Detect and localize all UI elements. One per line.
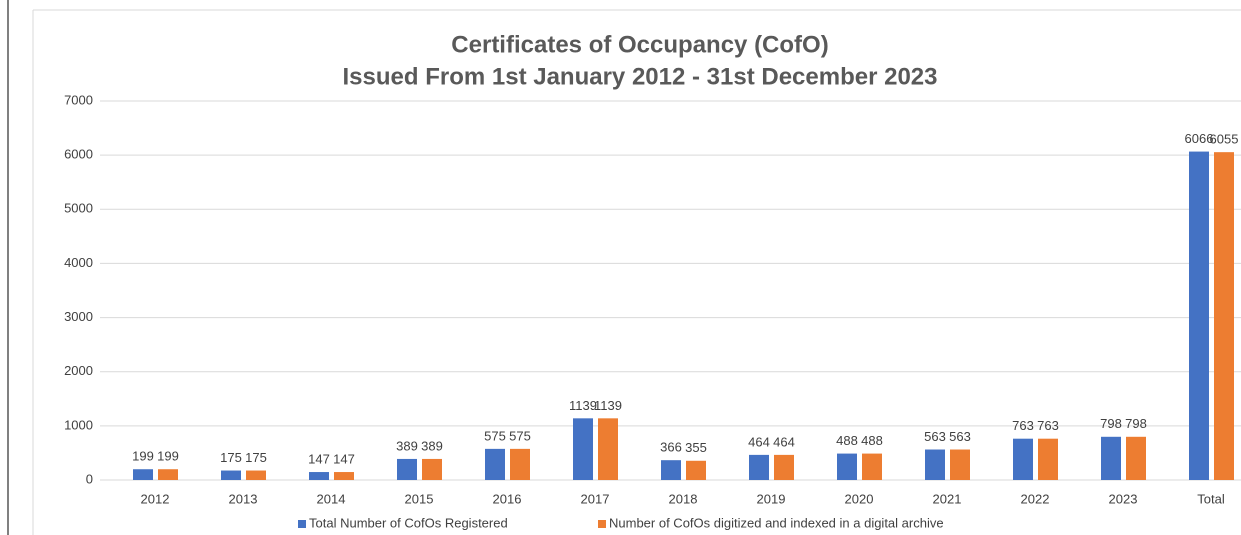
chart-title: Issued From 1st January 2012 - 31st Dece…: [343, 63, 938, 90]
bar: [1101, 436, 1121, 480]
y-tick-label: 1000: [64, 417, 93, 432]
bar: [485, 448, 505, 480]
data-label: 763: [1012, 418, 1034, 433]
legend-swatch: [298, 520, 306, 528]
bar: [686, 460, 706, 480]
bar: [774, 454, 794, 480]
bar: [1126, 436, 1146, 480]
bar: [510, 448, 530, 480]
x-tick-label: 2018: [669, 491, 698, 506]
x-tick-label: 2022: [1021, 491, 1050, 506]
data-label: 199: [132, 449, 154, 464]
x-tick-label: 2017: [581, 491, 610, 506]
data-label: 366: [660, 440, 682, 455]
data-label: 1139: [569, 398, 597, 413]
bar: [158, 469, 178, 480]
data-label: 563: [924, 429, 946, 444]
y-tick-label: 2000: [64, 363, 93, 378]
y-tick-label: 6000: [64, 147, 93, 162]
legend-label: Total Number of CofOs Registered: [309, 515, 508, 530]
bar: [598, 418, 618, 480]
y-tick-label: 4000: [64, 255, 93, 270]
x-tick-label: 2014: [317, 491, 346, 506]
data-label: 575: [509, 428, 531, 443]
data-label: 798: [1125, 416, 1147, 431]
legend-label: Number of CofOs digitized and indexed in…: [609, 515, 944, 530]
x-tick-label: 2015: [405, 491, 434, 506]
bar: [334, 472, 354, 480]
bar: [133, 469, 153, 480]
y-tick-label: 3000: [64, 309, 93, 324]
data-label: 6055: [1210, 132, 1239, 147]
data-label: 175: [245, 450, 267, 465]
x-tick-label: 2023: [1109, 491, 1138, 506]
bar: [422, 458, 442, 480]
bar: [749, 454, 769, 480]
bar: [246, 470, 266, 480]
bar: [573, 418, 593, 480]
data-label: 389: [421, 438, 443, 453]
x-tick-label: 2012: [141, 491, 170, 506]
bar: [397, 458, 417, 480]
data-label: 798: [1100, 416, 1122, 431]
bar: [837, 453, 857, 480]
data-label: 488: [836, 433, 858, 448]
bar: [1013, 438, 1033, 480]
data-label: 199: [157, 449, 179, 464]
bar: [862, 453, 882, 480]
y-tick-label: 5000: [64, 201, 93, 216]
x-tick-label: 2020: [845, 491, 874, 506]
x-tick-label: 2016: [493, 491, 522, 506]
data-label: 488: [861, 433, 883, 448]
x-tick-label: 2021: [933, 491, 962, 506]
y-tick-label: 0: [86, 471, 93, 486]
bar: [1038, 438, 1058, 480]
data-label: 147: [308, 451, 330, 466]
data-label: 6066: [1185, 131, 1214, 146]
data-label: 389: [396, 438, 418, 453]
data-label: 175: [220, 450, 242, 465]
bar: [950, 449, 970, 480]
legend-swatch: [598, 520, 606, 528]
data-label: 464: [748, 434, 770, 449]
data-label: 147: [333, 451, 355, 466]
bar: [1214, 152, 1234, 481]
x-tick-label: 2013: [229, 491, 258, 506]
data-label: 575: [484, 428, 506, 443]
x-tick-label: 2019: [757, 491, 786, 506]
bar: [309, 472, 329, 480]
data-label: 355: [685, 440, 707, 455]
x-tick-label: Total: [1197, 491, 1225, 506]
bar: [661, 460, 681, 480]
bar: [1189, 151, 1209, 480]
data-label: 763: [1037, 418, 1059, 433]
bar: [221, 470, 241, 480]
data-label: 563: [949, 429, 971, 444]
data-label: 464: [773, 434, 795, 449]
bar: [925, 449, 945, 480]
data-label: 1139: [594, 398, 622, 413]
chart-title: Certificates of Occupancy (CofO): [451, 31, 828, 58]
y-tick-label: 7000: [64, 92, 93, 107]
